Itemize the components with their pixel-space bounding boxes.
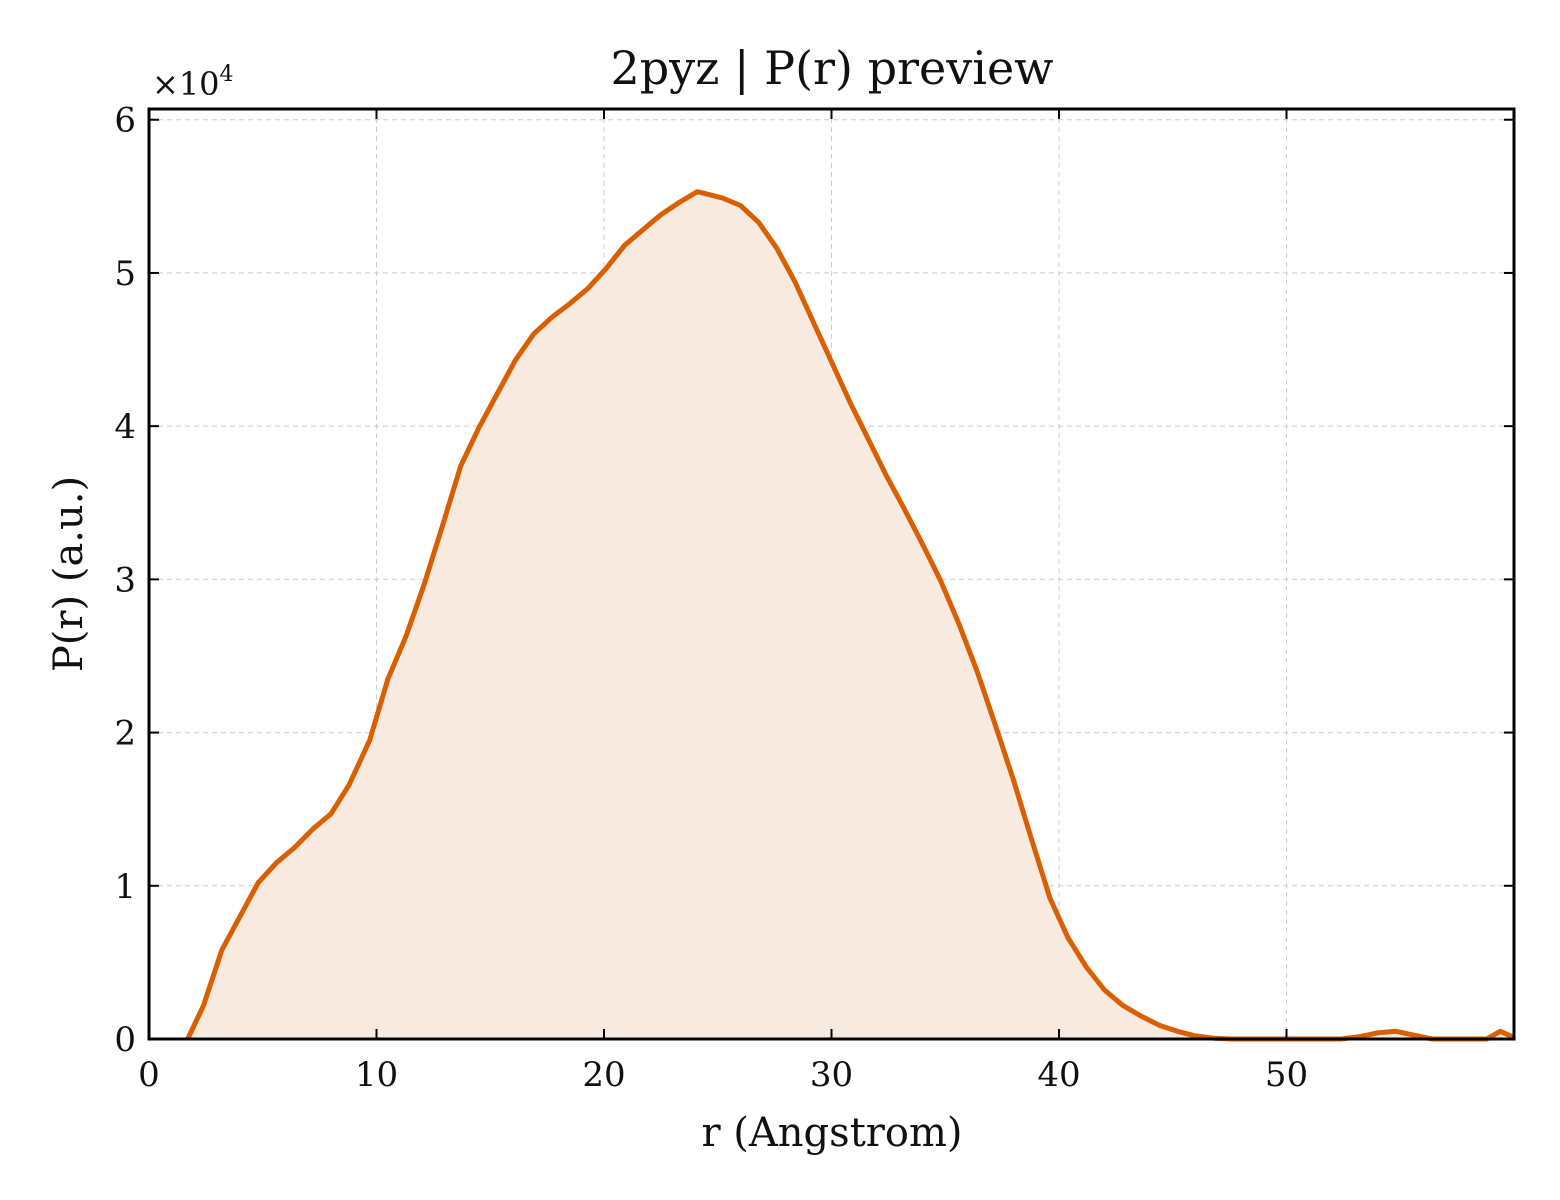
y-axis-label: P(r) (a.u.) <box>46 476 92 672</box>
x-tick-label: 0 <box>138 1055 160 1095</box>
y-tick-label: 0 <box>114 1020 136 1060</box>
y-axis-multiplier-exponent: 4 <box>220 62 234 87</box>
x-tick-label: 10 <box>355 1055 398 1095</box>
y-axis-multiplier: ×104 <box>152 62 234 103</box>
y-tick-label: 6 <box>114 101 136 141</box>
x-tick-label: 50 <box>1265 1055 1308 1095</box>
axis-ticks <box>148 109 1514 1040</box>
data-area-fill <box>187 191 1515 1039</box>
y-tick-label: 5 <box>114 254 136 294</box>
y-tick-label: 3 <box>114 560 136 600</box>
y-axis-multiplier-base: ×10 <box>152 65 220 103</box>
x-axis-label: r (Angstrom) <box>701 1110 962 1156</box>
x-tick-label: 40 <box>1037 1055 1080 1095</box>
x-tick-label: 20 <box>582 1055 625 1095</box>
y-tick-label: 2 <box>114 714 136 754</box>
chart-title: 2pyz | P(r) preview <box>610 41 1053 95</box>
y-tick-label: 4 <box>114 407 136 447</box>
y-tick-label: 1 <box>114 867 136 907</box>
x-tick-label: 30 <box>810 1055 853 1095</box>
